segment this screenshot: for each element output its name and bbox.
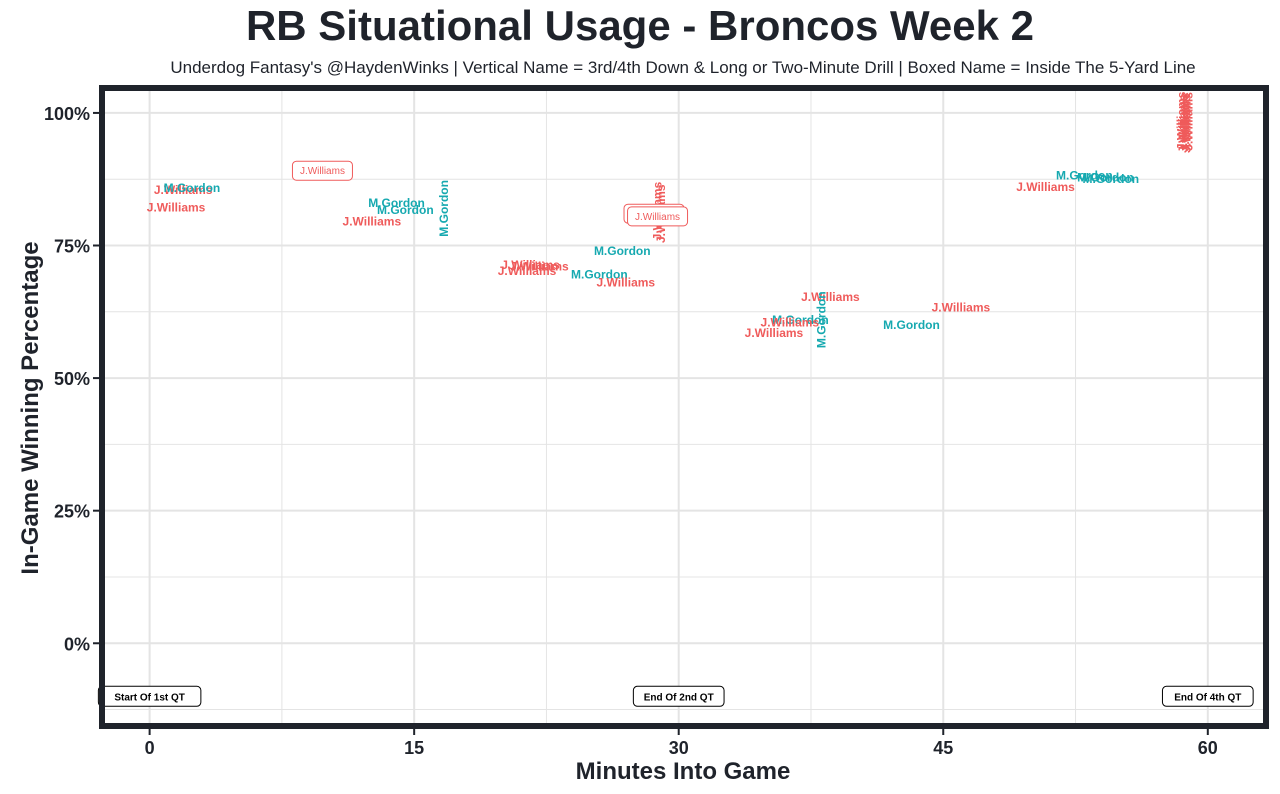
data-label-vertical: M.Gordon — [437, 180, 451, 237]
data-label: J.Williams — [597, 276, 656, 290]
data-label: J.Williams — [147, 200, 206, 214]
data-label: M.Gordon — [1056, 169, 1113, 183]
data-label-boxed: J.Williams — [300, 166, 345, 177]
data-label: J.Williams — [761, 315, 820, 329]
x-axis-label: Minutes Into Game — [576, 758, 791, 785]
axis-ticks: 0 15 30 45 60 0% 25% 50% 75% 100% — [44, 104, 1218, 758]
y-tick-label: 75% — [54, 237, 90, 257]
data-label: J.Williams — [154, 183, 213, 197]
x-tick-label: 15 — [404, 738, 424, 758]
data-label-vertical: J.Williams — [1180, 94, 1194, 153]
data-label: M.Gordon — [164, 181, 221, 195]
chart-subtitle: Underdog Fantasy's @HaydenWinks | Vertic… — [170, 58, 1196, 77]
x-tick-label: 30 — [669, 738, 689, 758]
data-label: J.Williams — [932, 301, 991, 315]
y-tick-label: 50% — [54, 369, 90, 389]
data-label: J.Williams — [801, 290, 860, 304]
y-tick-label: 100% — [44, 104, 90, 124]
data-label: M.Gordon — [1077, 171, 1134, 185]
annotation-box — [97, 685, 202, 707]
data-label: J.Williams — [1016, 180, 1075, 194]
data-label: M.Gordon — [772, 313, 829, 327]
data-label: J.Williams — [501, 258, 560, 272]
data-label: M.Gordon — [368, 196, 425, 210]
data-label: M.Gordon — [1082, 172, 1139, 186]
data-label: J.Williams — [510, 260, 569, 274]
data-label: M.Gordon — [883, 318, 940, 332]
plot-frame — [99, 85, 1269, 729]
annotation-label: Start Of 1st QT — [114, 692, 185, 703]
data-label-vertical: M.Gordon — [815, 291, 829, 348]
data-label: M.Gordon — [377, 203, 434, 217]
quarter-annotations: Start Of 1st QT End Of 2nd QT End Of 4th Q… — [97, 685, 1254, 707]
annotation-box — [1161, 685, 1254, 707]
y-axis-label: In-Game Winning Percentage — [17, 241, 44, 574]
annotation-box — [632, 685, 725, 707]
boxed-label-frame — [627, 206, 689, 227]
data-label-boxed: J.Williams — [635, 212, 680, 223]
data-labels: J.WilliamsM.GordonJ.WilliamsJ.WilliamsM.… — [147, 91, 1196, 348]
x-tick-label: 45 — [933, 738, 953, 758]
annotation-label: End Of 2nd QT — [644, 692, 714, 703]
data-label: J.Williams — [343, 215, 402, 229]
data-label: M.Gordon — [594, 244, 651, 258]
chart-title: RB Situational Usage - Broncos Week 2 — [245, 2, 1035, 49]
grid-lines — [102, 88, 1266, 726]
boxed-label-frame — [291, 160, 353, 181]
y-tick-label: 25% — [54, 502, 90, 522]
data-label: J.Williams — [745, 326, 804, 340]
data-label-vertical: J.Williams — [1178, 92, 1192, 151]
data-label-vertical: J.Williams — [1181, 92, 1195, 151]
x-tick-label: 60 — [1198, 738, 1218, 758]
y-tick-label: 0% — [64, 634, 90, 654]
x-tick-label: 0 — [145, 738, 155, 758]
data-label: M.Gordon — [571, 268, 628, 282]
data-label-vertical: J.Williams — [1176, 94, 1190, 153]
data-label-vertical: J.Williams — [1174, 91, 1188, 150]
annotation-label: End Of 4th QT — [1174, 692, 1241, 703]
data-label: J.Williams — [498, 264, 557, 278]
